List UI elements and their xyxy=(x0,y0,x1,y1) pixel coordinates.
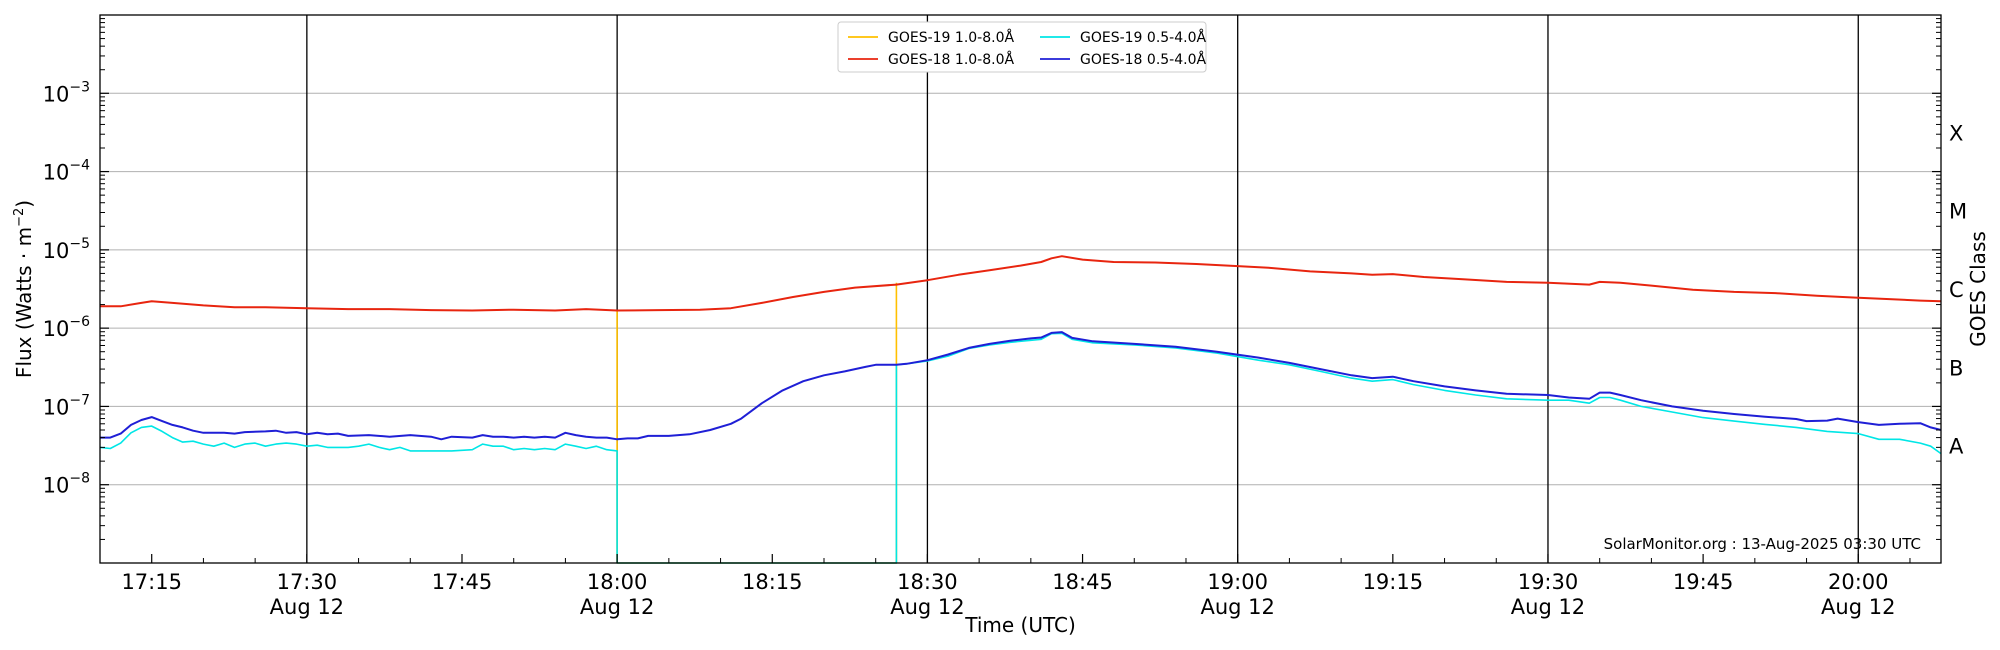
y-axis-label: Flux (Watts · m−2) xyxy=(12,200,36,378)
y-axis-label-base: Flux (Watts · m xyxy=(12,227,36,378)
series-line-0 xyxy=(616,282,898,564)
legend-label-2: GOES-19 0.5-4.0Å xyxy=(1080,29,1206,46)
x-tick-label-2: 17:45 xyxy=(432,570,493,594)
goes-class-x: X xyxy=(1949,121,1963,145)
vertical-day-lines xyxy=(306,15,1859,563)
plot-frame xyxy=(99,14,1942,564)
x-tick-label-4: 18:15 xyxy=(742,570,803,594)
y-tick-label-5: 10−3 xyxy=(43,79,90,106)
watermark-credit: SolarMonitor.org : 13-Aug-2025 03:30 UTC xyxy=(1604,535,1921,553)
y-tick-label-1: 10−7 xyxy=(43,392,90,419)
legend-label-0: GOES-19 1.0-8.0Å xyxy=(888,29,1014,46)
goes-class-axis-label: GOES Class xyxy=(1966,231,1990,347)
y-axis-label-exponent: −2 xyxy=(12,208,27,227)
x-tick-label-1: 17:30 xyxy=(277,570,338,594)
y-axis-label-close: ) xyxy=(12,200,36,208)
series-line-2 xyxy=(99,332,1942,564)
y-tick-label-4: 10−4 xyxy=(43,158,90,185)
x-tick-label-5: 18:30 xyxy=(897,570,958,594)
legend-label-1: GOES-18 1.0-8.0Å xyxy=(888,51,1014,68)
grid-layer xyxy=(100,92,1941,486)
legend-label-3: GOES-18 0.5-4.0Å xyxy=(1080,51,1206,68)
legend: GOES-19 1.0-8.0Å GOES-18 1.0-8.0Å GOES-19 … xyxy=(837,21,1207,73)
x-tick-date-11: Aug 12 xyxy=(1821,595,1895,619)
goes-class-a: A xyxy=(1949,435,1964,459)
y-tick-label-0: 10−8 xyxy=(43,471,90,498)
y-tick-label-3: 10−5 xyxy=(43,236,90,263)
x-tick-label-7: 19:00 xyxy=(1207,570,1268,594)
goes-class-b: B xyxy=(1949,356,1963,380)
series-layer xyxy=(99,255,1942,564)
x-tick-label-0: 17:15 xyxy=(121,570,182,594)
x-tick-date-3: Aug 12 xyxy=(580,595,654,619)
x-tick-label-11: 20:00 xyxy=(1828,570,1889,594)
goes-class-m: M xyxy=(1949,200,1967,224)
x-tick-label-3: 18:00 xyxy=(587,570,648,594)
x-tick-date-1: Aug 12 xyxy=(270,595,344,619)
x-tick-date-7: Aug 12 xyxy=(1200,595,1274,619)
goes-class-labels: A B C M X xyxy=(1949,121,1967,458)
x-tick-label-9: 19:30 xyxy=(1518,570,1579,594)
x-axis-label: Time (UTC) xyxy=(964,613,1076,637)
x-tick-label-8: 19:15 xyxy=(1363,570,1424,594)
x-tick-label-6: 18:45 xyxy=(1052,570,1113,594)
x-tick-date-5: Aug 12 xyxy=(890,595,964,619)
y-axis-ticks: 10−8 10−7 10−6 10−5 10−4 10−3 xyxy=(43,18,1941,540)
x-tick-date-9: Aug 12 xyxy=(1511,595,1585,619)
goes-class-c: C xyxy=(1949,278,1964,302)
series-line-3 xyxy=(100,331,1942,441)
x-tick-label-10: 19:45 xyxy=(1673,570,1734,594)
legend-box xyxy=(837,21,1207,73)
series-line-1 xyxy=(100,255,1942,312)
y-tick-label-2: 10−6 xyxy=(43,314,90,341)
